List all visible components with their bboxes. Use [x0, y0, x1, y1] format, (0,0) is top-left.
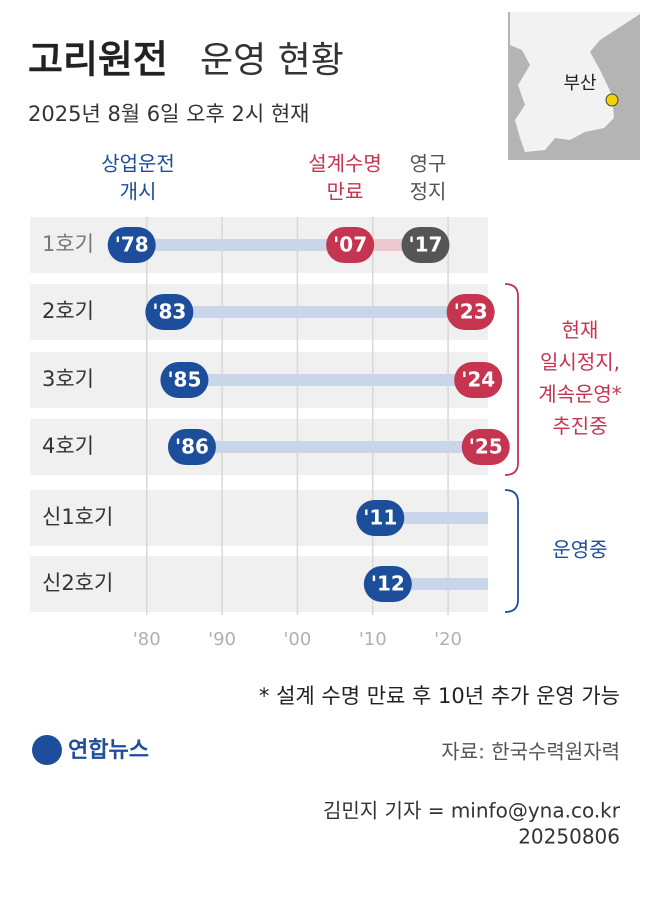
year-label: '07 [333, 233, 367, 257]
map-land [510, 12, 640, 152]
year-bubble [145, 294, 194, 330]
annotation-text: 계속운영* [538, 382, 622, 406]
legend-label: 상업운전 [101, 152, 175, 176]
map: 부산 [508, 12, 640, 160]
title-rest: 운영 현황 [200, 40, 344, 81]
operation-bar [380, 512, 488, 524]
operation-bar [387, 578, 488, 590]
row-label: 2호기 [42, 299, 94, 323]
year-label: '23 [454, 300, 488, 324]
row-label: 1호기 [42, 232, 94, 256]
row-label: 3호기 [42, 367, 94, 391]
bracket [504, 489, 519, 613]
year-label: '12 [371, 572, 405, 596]
x-tick-label: '10 [359, 629, 387, 650]
year-label: '86 [175, 435, 209, 459]
year-label: '11 [363, 506, 397, 530]
year-label: '85 [167, 368, 201, 392]
plant-icon [605, 93, 619, 107]
operation-bar [131, 239, 351, 251]
year-bubble [454, 362, 503, 398]
year-bubble [461, 429, 510, 465]
year-label: '78 [115, 233, 149, 257]
annotation-text: 추진중 [552, 414, 607, 438]
source: 자료: 한국수력원자력 [441, 740, 620, 764]
year-bubble [107, 227, 156, 263]
annotation-text: 일시정지, [540, 350, 620, 374]
logo-icon [32, 735, 62, 765]
logo: 연합뉴스 [32, 735, 149, 765]
year-bubble [160, 362, 209, 398]
x-tick-label: '00 [283, 629, 311, 650]
year-bubble [167, 429, 216, 465]
year-label: '24 [461, 368, 495, 392]
map-label: 부산 [563, 73, 596, 94]
row-label: 신1호기 [42, 505, 113, 529]
annotation-text: 현재 [562, 318, 599, 342]
x-tick-label: '80 [133, 629, 161, 650]
bracket [504, 283, 519, 476]
date-code: 20250806 [518, 825, 620, 849]
subtitle: 2025년 8월 6일 오후 2시 현재 [28, 102, 309, 126]
x-tick-label: '90 [208, 629, 236, 650]
credit: 김민지 기자 = minfo@yna.co.kr [323, 799, 621, 823]
row-label: 신2호기 [42, 571, 113, 595]
footnote: * 설계 수명 만료 후 10년 추가 운영 가능 [259, 684, 620, 708]
legend-label: 영구 [410, 152, 447, 176]
operation-bar [191, 441, 486, 453]
year-bubble [326, 227, 375, 263]
title: 고리원전 [28, 38, 168, 82]
legend-label: 개시 [120, 180, 157, 204]
operation-bar [184, 374, 479, 386]
row-label: 4호기 [42, 434, 94, 458]
year-label: '25 [469, 435, 503, 459]
x-tick-label: '20 [434, 629, 462, 650]
logo-text: 연합뉴스 [68, 737, 149, 763]
year-label: '17 [408, 233, 442, 257]
year-bubble [356, 500, 405, 536]
legend-label: 만료 [327, 180, 364, 204]
year-bubble [446, 294, 495, 330]
legend-label: 설계수명 [308, 152, 382, 176]
operation-bar [169, 306, 471, 318]
year-bubble [401, 227, 450, 263]
year-label: '83 [152, 300, 186, 324]
legend-label: 정지 [410, 180, 447, 204]
annotation-text: 운영중 [552, 538, 607, 562]
year-bubble [363, 566, 412, 602]
